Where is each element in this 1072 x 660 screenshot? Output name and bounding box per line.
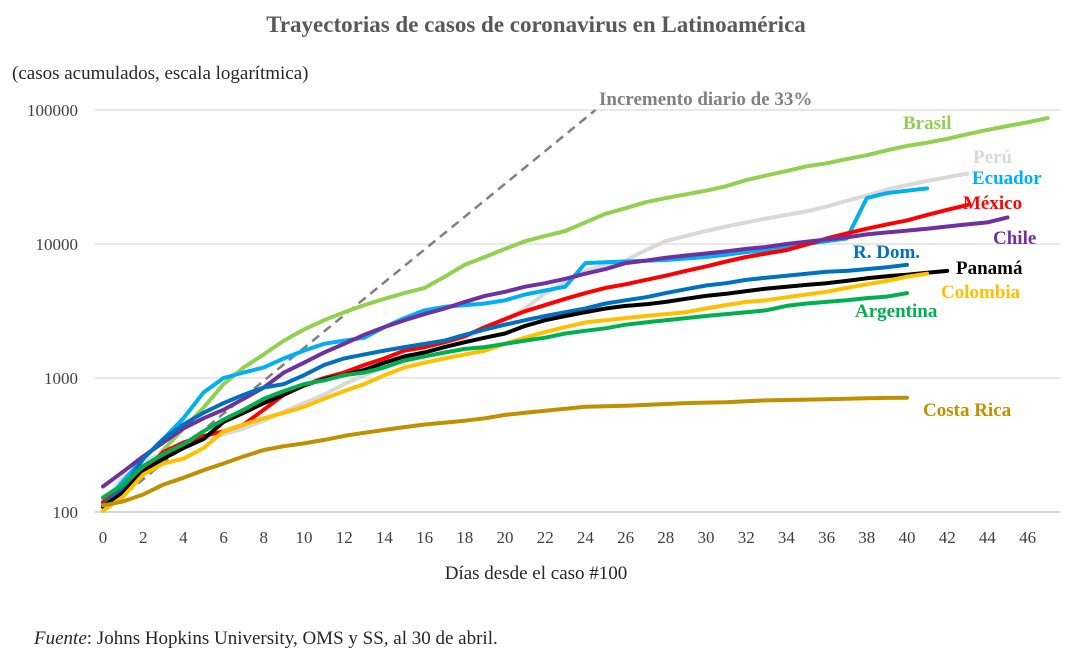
reference-line-label: Incremento diario de 33% <box>599 89 812 110</box>
y-tick-label: 100000 <box>27 101 78 120</box>
x-tick-label: 36 <box>818 528 835 547</box>
x-tick-label: 16 <box>416 528 433 547</box>
series-label-colombia: Colombia <box>941 282 1021 303</box>
series-label-chile: Chile <box>993 228 1036 249</box>
x-tick-label: 14 <box>376 528 394 547</box>
reference-line-group: Incremento diario de 33% <box>102 89 812 513</box>
x-tick-label: 26 <box>617 528 634 547</box>
series-label-argentina: Argentina <box>855 301 938 322</box>
x-tick-label: 32 <box>738 528 755 547</box>
y-tick-label: 10000 <box>36 235 79 254</box>
series-line-argentina <box>101 291 909 500</box>
x-tick-label: 40 <box>899 528 916 547</box>
x-tick-label: 12 <box>336 528 353 547</box>
y-tick-label: 100 <box>53 503 79 522</box>
source-label: Fuente <box>34 628 87 649</box>
series-label-mexico: México <box>963 193 1022 214</box>
series-line-costa-rica <box>101 395 909 508</box>
series-label-r-dom: R. Dom. <box>853 242 920 263</box>
x-tick-label: 6 <box>219 528 228 547</box>
x-axis-title: Días desde el caso #100 <box>444 563 628 584</box>
x-tick-label: 0 <box>99 528 108 547</box>
x-tick-label: 38 <box>858 528 875 547</box>
x-tick-label: 2 <box>139 528 148 547</box>
x-tick-label: 10 <box>296 528 313 547</box>
x-tick-label: 30 <box>698 528 715 547</box>
x-tick-label: 28 <box>657 528 674 547</box>
series-label-ecuador: Ecuador <box>972 168 1042 189</box>
x-tick-label: 46 <box>1019 528 1036 547</box>
series-line-peru <box>101 171 970 505</box>
x-tick-label: 20 <box>497 528 514 547</box>
series-line-ecuador <box>101 186 930 508</box>
series-label-brasil: Brasil <box>903 113 952 134</box>
series-lines <box>101 116 1050 513</box>
series-label-costa-rica: Costa Rica <box>923 400 1012 421</box>
series-label-peru: Perú <box>973 147 1012 168</box>
series-line-colombia <box>101 271 930 513</box>
series-label-panama: Panamá <box>956 258 1023 279</box>
x-tick-label: 8 <box>260 528 269 547</box>
x-tick-label: 18 <box>456 528 473 547</box>
source-text: : Johns Hopkins University, OMS y SS, al… <box>86 628 498 649</box>
y-tick-label: 1000 <box>44 369 78 388</box>
x-tick-label: 42 <box>939 528 956 547</box>
chart-title: Trayectorias de casos de coronavirus en … <box>266 12 806 37</box>
x-tick-label: 34 <box>778 528 796 547</box>
x-tick-label: 24 <box>577 528 595 547</box>
x-tick-label: 4 <box>179 528 188 547</box>
series-line-panama <box>101 268 950 509</box>
y-axis-unit-note: (casos acumulados, escala logarítmica) <box>12 63 309 84</box>
grid-lines <box>95 109 1060 513</box>
source-note: Fuente: Johns Hopkins University, OMS y … <box>34 628 498 650</box>
series-line-r-dom <box>101 262 909 508</box>
series-line-mexico <box>101 203 970 505</box>
x-tick-label: 44 <box>979 528 997 547</box>
x-tick-label: 22 <box>537 528 554 547</box>
series-line-brasil <box>101 116 1050 503</box>
